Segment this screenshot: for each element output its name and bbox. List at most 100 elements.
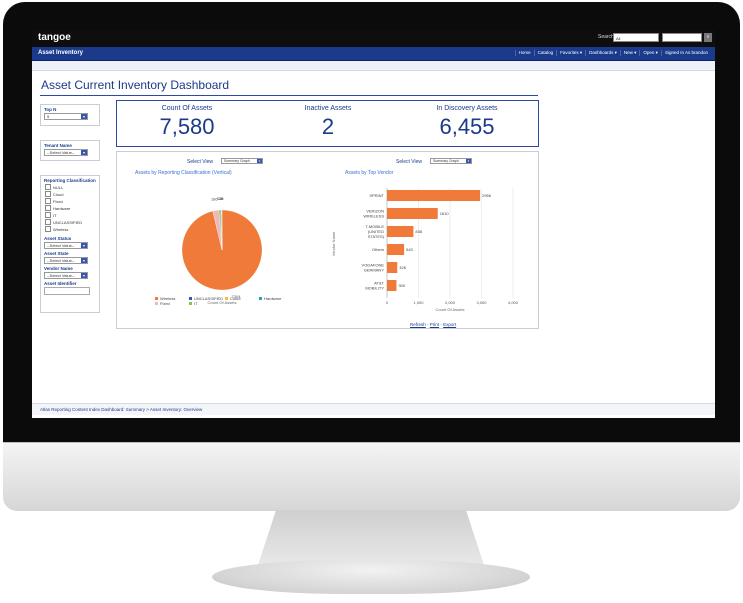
top-n-value: 5 (47, 114, 50, 119)
nav-bar: Asset Inventory Home Catalog Favorites ▾… (32, 47, 715, 61)
page-title: Asset Current Inventory Dashboard (41, 78, 230, 92)
nav-open-menu[interactable]: Open ▾ (639, 50, 661, 56)
y-tick-label: SPRINT (369, 193, 384, 198)
bar-value-label: 326 (399, 265, 406, 270)
checkbox[interactable] (45, 219, 51, 225)
checkbox-it[interactable]: IT (45, 212, 95, 218)
filter-panel: Reporting Classification NULL Cloud Fixe… (40, 175, 100, 313)
y-tick-label: MOBILITY (365, 286, 384, 291)
legend-entry: Hardware (264, 296, 282, 301)
y-tick-label: (UNITED (368, 229, 384, 234)
monitor-chin (3, 442, 740, 511)
kpi-value: 2 (321, 114, 335, 139)
pie-data-label: 51 (217, 196, 222, 201)
asset-state-select[interactable]: --Select Value-- ▾ (44, 257, 88, 264)
kpi-count-of-assets: Count Of Assets 7,580 (127, 105, 247, 140)
chevron-down-icon: ▾ (81, 258, 87, 263)
legend-swatch (189, 302, 192, 305)
nav-favorites-menu[interactable]: Favorites ▾ (556, 50, 585, 56)
refresh-link[interactable]: Refresh (410, 322, 426, 327)
tenant-filter: Tenant Name --Select Value-- ▾ (40, 140, 100, 161)
kpi-in-discovery-assets: In Discovery Assets 6,455 (407, 105, 527, 140)
export-link[interactable]: Export (443, 322, 457, 327)
sub-band (32, 61, 715, 71)
checkbox-label: Fixed (53, 198, 63, 204)
pie-select-view[interactable]: Summary Graph ▾ (221, 158, 263, 164)
checkbox-hardware[interactable]: Hardware (45, 205, 95, 211)
tenant-value: --Select Value-- (47, 150, 75, 155)
checkbox-wireless[interactable]: Wireless (45, 226, 95, 232)
asset-status-label: Asset Status (44, 236, 72, 241)
bar (387, 244, 405, 255)
signed-in-user[interactable]: Signed In As brandon (660, 50, 711, 56)
asset-identifier-label: Asset Identifier (44, 281, 77, 286)
y-tick-label: WIRELESS (363, 214, 384, 219)
chevron-down-icon: ▾ (81, 114, 87, 119)
nav-catalog-link[interactable]: Catalog (533, 50, 557, 56)
vendor-name-select[interactable]: --Select Value-- ▾ (44, 272, 88, 279)
bar (387, 226, 414, 237)
checkbox-unclassified[interactable]: UNCLASSIFIED (45, 219, 95, 225)
y-tick-label: VODAFONE (362, 263, 385, 268)
checkbox[interactable] (45, 198, 51, 204)
tenant-select[interactable]: --Select Value-- ▾ (44, 149, 88, 156)
pie-chart-title: Assets by Reporting Classification (Vert… (135, 170, 232, 176)
bar-select-view[interactable]: Summary Graph ▾ (430, 158, 472, 164)
chevron-down-icon: ▾ (81, 150, 87, 155)
chart-footer-links: Refresh - Print - Export (410, 322, 456, 327)
monitor-stand-neck (258, 510, 484, 565)
legend-entry: IT (194, 301, 198, 306)
top-n-filter: Top N 5 ▾ (40, 104, 100, 126)
checkbox[interactable] (45, 191, 51, 197)
top-n-label: Top N (44, 107, 57, 112)
nav-dashboards-menu[interactable]: Dashboards ▾ (585, 50, 620, 56)
nav-links: Home Catalog Favorites ▾ Dashboards ▾ Ne… (514, 50, 711, 56)
breadcrumb[interactable]: Atlas Reporting Content Index Dashboard:… (40, 407, 203, 412)
search-input[interactable] (662, 33, 702, 42)
chevron-down-icon: ▾ (466, 159, 471, 163)
kpi-value: 7,580 (159, 114, 215, 139)
pie-data-label: 22 (218, 196, 223, 201)
legend-entry: UNCLASSIFIED (194, 296, 223, 301)
chevron-down-icon: ▾ (257, 159, 262, 163)
vendor-name-value: --Select Value-- (47, 273, 75, 278)
checkbox[interactable] (45, 205, 51, 211)
bar-select-view-value: Summary Graph (433, 159, 459, 163)
nav-new-menu[interactable]: New ▾ (619, 50, 640, 56)
x-tick-label: 2,000 (445, 300, 456, 305)
checkbox[interactable] (45, 226, 51, 232)
pie-data-label: 7304 (232, 294, 242, 299)
separator: - (440, 322, 442, 327)
vendor-name-label: Vendor Name (44, 266, 73, 271)
checkbox[interactable] (45, 184, 51, 190)
nav-home-link[interactable]: Home (514, 50, 534, 56)
bar-value-label: 543 (406, 247, 413, 252)
search-scope-select[interactable]: All (613, 33, 659, 42)
bar-chart: 0 1,000 2,000 3,000 4,000 2956 SPRINT 1610 VERIZ… (331, 188, 519, 312)
bar (387, 262, 398, 273)
asset-status-select[interactable]: --Select Value-- ▾ (44, 242, 88, 249)
pie-axis-label: Count Of Assets (208, 300, 237, 305)
kpi-panel: Count Of Assets 7,580 Inactive Assets 2 … (116, 100, 539, 147)
print-link[interactable]: Print (429, 322, 440, 327)
x-tick-label: 1,000 (413, 300, 424, 305)
tangoe-logo: tangoe (38, 32, 71, 43)
bar-value-label: 1610 (440, 211, 450, 216)
checkbox-fixed[interactable]: Fixed (45, 198, 95, 204)
pie-data-label: 6 (221, 196, 224, 201)
top-n-select[interactable]: 5 ▾ (44, 113, 88, 120)
checkbox[interactable] (45, 212, 51, 218)
checkbox-label: Cloud (53, 191, 64, 197)
asset-identifier-input[interactable] (44, 287, 90, 295)
asset-state-value: --Select Value-- (47, 258, 75, 263)
top-bar: tangoe Search All » (32, 30, 715, 47)
search-button[interactable]: » (704, 33, 712, 42)
checkbox-null[interactable]: NULL (45, 184, 95, 190)
checkbox-label: NULL (53, 184, 64, 190)
bar-chart-title: Assets by Top Vendor (345, 170, 394, 176)
pie-select-view-label: Select View (187, 159, 214, 165)
pie-select-view-value: Summary Graph (224, 159, 250, 163)
legend-swatch (155, 297, 158, 300)
y-tick-label: AT&T (374, 281, 384, 286)
checkbox-cloud[interactable]: Cloud (45, 191, 95, 197)
